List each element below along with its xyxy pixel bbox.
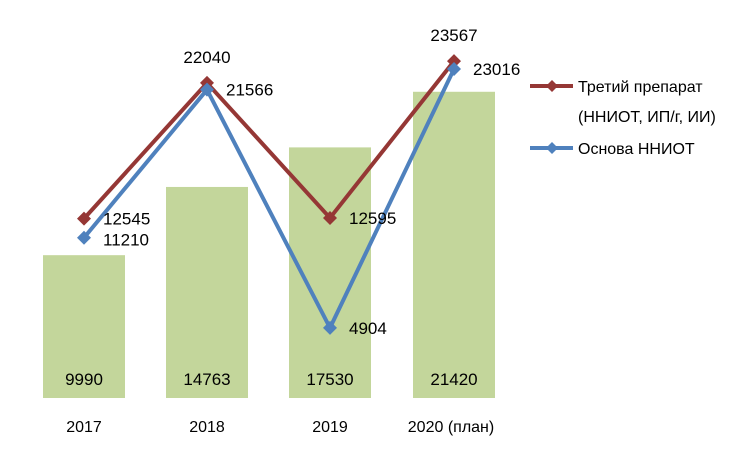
x-tick-label: 2020 (план) bbox=[408, 419, 494, 436]
legend-label: Основа ННИОТ bbox=[578, 141, 695, 158]
point-value-label: 12545 bbox=[103, 210, 150, 229]
series-point bbox=[200, 82, 214, 97]
point-value-label: 4904 bbox=[349, 319, 387, 338]
bar bbox=[413, 91, 495, 399]
bar-value-label: 17530 bbox=[306, 370, 353, 389]
bar bbox=[166, 186, 248, 398]
bar-value-label: 21420 bbox=[430, 370, 477, 389]
point-value-label: 11210 bbox=[103, 231, 149, 250]
series-line bbox=[82, 66, 456, 330]
x-tick-label: 2017 bbox=[66, 419, 102, 436]
series-lines bbox=[77, 54, 461, 335]
series-point bbox=[323, 320, 337, 335]
point-value-label: 22040 bbox=[183, 48, 230, 67]
series-point bbox=[447, 61, 461, 76]
series-point bbox=[447, 54, 461, 69]
x-axis-tick-labels: 2017 2018 2019 2020 (план) bbox=[66, 419, 494, 436]
legend: Третий препарат (ННИОТ, ИП/г, ИИ) Основа Н… bbox=[530, 79, 716, 158]
series-point bbox=[77, 230, 91, 245]
point-value-label: 23016 bbox=[473, 60, 520, 79]
series-line bbox=[82, 59, 456, 221]
legend-marker bbox=[546, 80, 558, 92]
point-value-label: 12595 bbox=[349, 209, 396, 228]
x-tick-label: 2018 bbox=[189, 419, 225, 436]
bar-value-label: 14763 bbox=[183, 370, 230, 389]
data-labels: 9990 14763 17530 21420 12545 22040 12595 23567 1… bbox=[65, 26, 520, 389]
series-point bbox=[77, 211, 91, 226]
x-tick-label: 2019 bbox=[312, 419, 348, 436]
legend-label: Третий препарат bbox=[578, 79, 703, 96]
legend-label: (ННИОТ, ИП/г, ИИ) bbox=[578, 109, 716, 126]
bar bbox=[43, 255, 125, 398]
bar-value-label: 9990 bbox=[65, 370, 103, 389]
point-value-label: 23567 bbox=[430, 26, 477, 45]
point-value-label: 21566 bbox=[226, 81, 273, 100]
series-point bbox=[323, 210, 337, 225]
legend-marker bbox=[546, 142, 558, 154]
